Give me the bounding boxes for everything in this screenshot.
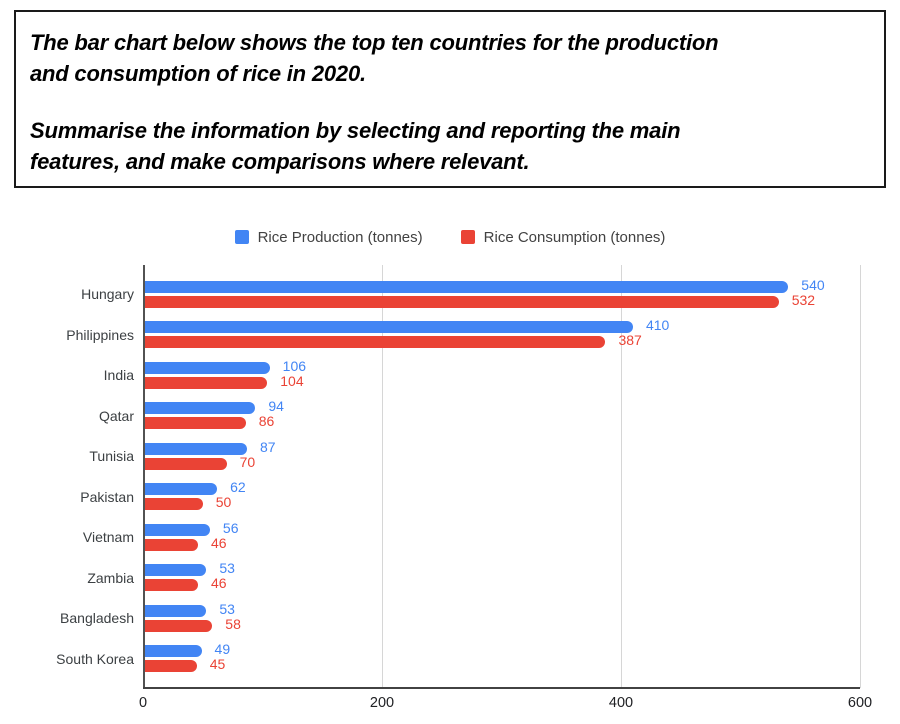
consumption-bar: 58 bbox=[143, 617, 241, 632]
production-value-label: 94 bbox=[268, 398, 284, 415]
plot-area: Hungary 540 532 Philippines 410 387 India 106 10… bbox=[56, 265, 861, 689]
category-label: India bbox=[103, 367, 134, 384]
production-bar: 94 bbox=[143, 399, 284, 415]
category-label: Pakistan bbox=[80, 488, 134, 505]
chart-row-philippines: Philippines 410 387 bbox=[66, 315, 860, 356]
consumption-value-label: 50 bbox=[215, 494, 232, 511]
x-tick-label-600: 600 bbox=[847, 695, 873, 711]
gridline-600 bbox=[860, 265, 861, 688]
consumption-bar: 46 bbox=[143, 576, 227, 592]
category-label: Bangladesh bbox=[60, 610, 134, 627]
task-prompt-box: The bar chart below shows the top ten co… bbox=[14, 10, 886, 188]
category-label: Qatar bbox=[98, 407, 134, 424]
production-bar: 53 bbox=[143, 561, 235, 577]
legend-item-production: Rice Production (tonnes) bbox=[234, 228, 423, 246]
task-text-line: and consumption of rice in 2020. bbox=[30, 61, 366, 86]
consumption-bar: 532 bbox=[143, 293, 815, 308]
chart-legend: Rice Production (tonnes) Rice Consumptio… bbox=[0, 228, 900, 246]
production-value-label: 106 bbox=[282, 357, 307, 374]
chart-row-tunisia: Tunisia 87 70 bbox=[89, 436, 860, 477]
chart-row-zambia: Zambia 53 46 bbox=[87, 558, 860, 599]
chart-row-hungary: Hungary 540 532 bbox=[81, 274, 860, 315]
consumption-bar: 86 bbox=[143, 414, 274, 430]
consumption-bar: 46 bbox=[143, 536, 227, 551]
task-text-line: features, and make comparisons where rel… bbox=[30, 149, 530, 174]
consumption-bar: 387 bbox=[143, 333, 642, 349]
consumption-value-label: 45 bbox=[209, 656, 226, 673]
chart-row-vietnam: Vietnam 56 46 bbox=[83, 517, 860, 558]
chart-row-qatar: Qatar 94 86 bbox=[99, 396, 860, 437]
x-tick-label-400: 400 bbox=[608, 695, 634, 711]
production-value-label: 410 bbox=[645, 317, 670, 334]
production-bar: 53 bbox=[143, 602, 235, 617]
production-value-label: 53 bbox=[219, 600, 235, 617]
consumption-value-label: 46 bbox=[210, 575, 227, 592]
category-label: Tunisia bbox=[89, 448, 134, 465]
consumption-bar: 104 bbox=[143, 374, 304, 389]
category-label: Vietnam bbox=[82, 529, 134, 546]
consumption-value-label: 86 bbox=[258, 413, 275, 430]
bar-rows: Hungary 540 532 Philippines 410 387 India 106 10… bbox=[56, 265, 860, 688]
y-axis-line bbox=[143, 265, 145, 688]
consumption-value-label: 46 bbox=[210, 534, 227, 551]
chart-row-india: India 106 104 bbox=[104, 355, 860, 396]
chart-row-south-korea: South Korea 49 45 bbox=[56, 639, 860, 680]
category-label: Philippines bbox=[66, 326, 134, 343]
consumption-value-label: 532 bbox=[791, 291, 816, 308]
production-bar: 106 bbox=[143, 359, 306, 374]
task-paragraph-1: The bar chart below shows the top ten co… bbox=[30, 27, 870, 89]
x-tick-label-0: 0 bbox=[138, 695, 148, 711]
task-paragraph-2: Summarise the information by selecting a… bbox=[30, 115, 870, 177]
production-bar: 56 bbox=[143, 521, 238, 536]
production-value-label: 540 bbox=[801, 276, 825, 293]
legend-item-consumption: Rice Consumption (tonnes) bbox=[460, 228, 666, 246]
consumption-value-label: 58 bbox=[225, 615, 241, 632]
production-bar: 540 bbox=[143, 278, 825, 293]
task-text-line: The bar chart below shows the top ten co… bbox=[30, 30, 719, 55]
category-label: Zambia bbox=[87, 569, 134, 586]
x-axis-line bbox=[143, 687, 860, 689]
consumption-color-swatch bbox=[460, 230, 475, 244]
gridline-400 bbox=[621, 265, 622, 688]
chart-row-bangladesh: Bangladesh 53 58 bbox=[60, 598, 860, 639]
production-value-label: 49 bbox=[214, 641, 231, 658]
consumption-bar: 50 bbox=[143, 495, 231, 511]
category-label: Hungary bbox=[81, 286, 134, 303]
legend-label-production: Rice Production (tonnes) bbox=[257, 228, 423, 246]
production-bar: 410 bbox=[143, 318, 669, 334]
production-value-label: 87 bbox=[259, 438, 276, 455]
rice-bar-chart: Rice Production (tonnes) Rice Consumptio… bbox=[0, 206, 900, 712]
task-text-line: Summarise the information by selecting a… bbox=[30, 118, 681, 143]
consumption-bar: 70 bbox=[143, 455, 255, 470]
chart-row-pakistan: Pakistan 62 50 bbox=[80, 477, 860, 518]
consumption-value-label: 387 bbox=[618, 332, 642, 349]
x-axis-tick-labels: 0 200 400 600 bbox=[139, 688, 872, 712]
production-value-label: 62 bbox=[230, 479, 246, 496]
x-tick-label-200: 200 bbox=[369, 695, 395, 711]
consumption-value-label: 104 bbox=[280, 372, 304, 389]
production-bar: 62 bbox=[143, 480, 246, 496]
consumption-value-label: 70 bbox=[239, 453, 256, 470]
consumption-bar: 45 bbox=[143, 657, 225, 673]
legend-label-consumption: Rice Consumption (tonnes) bbox=[483, 228, 666, 246]
production-value-label: 56 bbox=[222, 519, 239, 536]
production-bar: 87 bbox=[143, 440, 276, 455]
category-label: South Korea bbox=[56, 650, 134, 667]
production-bar: 49 bbox=[143, 642, 230, 658]
production-color-swatch bbox=[234, 230, 249, 244]
gridline-200 bbox=[382, 265, 383, 688]
production-value-label: 53 bbox=[219, 560, 235, 577]
